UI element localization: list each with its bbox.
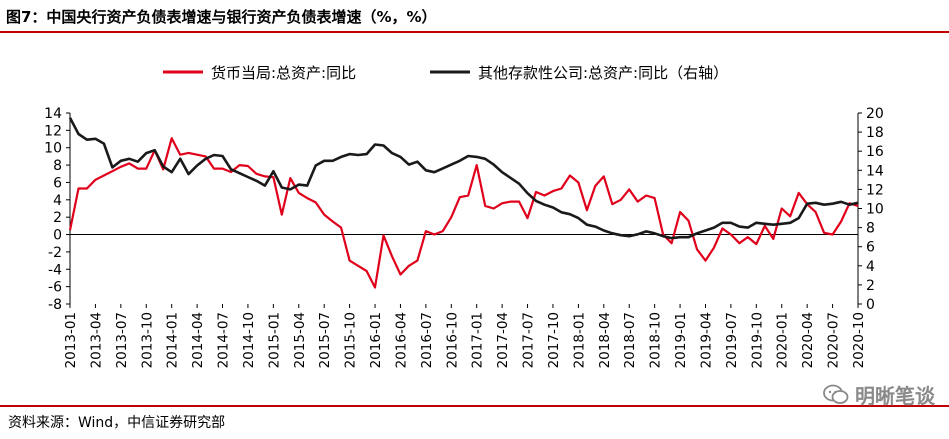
x-tick-label: 2019-07 [724,312,740,368]
right-tick-label: 20 [866,106,884,122]
left-tick-label: 12 [44,123,62,139]
left-tick-label: -2 [48,245,62,261]
title-divider [0,31,949,33]
left-tick-label: -4 [48,262,62,278]
x-tick-label: 2019-04 [698,312,714,368]
right-tick-label: 0 [866,297,875,313]
x-tick-label: 2015-10 [343,312,359,368]
x-tick-label: 2020-01 [775,312,791,368]
right-tick-label: 14 [866,163,884,179]
x-tick-label: 2020-07 [826,312,842,368]
watermark-text: 明晰笔谈 [855,384,935,408]
series-line-2 [68,117,859,240]
chart-series [68,117,859,289]
x-tick-label: 2017-07 [521,312,537,368]
x-tick-label: 2014-07 [216,312,232,368]
left-tick-label: 4 [53,193,62,209]
chart-axes: -8-6-4-202468101214024681012141618202013… [44,106,884,368]
right-tick-label: 2 [866,278,875,294]
x-tick-label: 2017-04 [495,312,511,368]
right-tick-label: 10 [866,202,884,218]
legend-label-1: 货币当局:总资产:同比 [211,64,356,82]
x-tick-label: 2013-01 [63,312,79,368]
right-tick-label: 4 [866,259,875,275]
left-tick-label: 0 [53,228,62,244]
x-tick-label: 2014-10 [241,312,257,368]
x-tick-label: 2013-04 [88,312,104,368]
left-tick-label: 6 [53,175,62,191]
x-tick-label: 2013-10 [139,312,155,368]
x-tick-label: 2016-04 [393,312,409,368]
right-tick-label: 6 [866,240,875,256]
left-tick-label: 2 [53,210,62,226]
x-tick-label: 2020-10 [851,312,867,368]
x-tick-label: 2018-01 [571,312,587,368]
line-chart: 货币当局:总资产:同比 其他存款性公司:总资产:同比（右轴） -8-6-4-202… [44,64,884,368]
x-tick-label: 2018-04 [597,312,613,368]
wechat-icon [823,384,849,404]
x-tick-label: 2016-10 [444,312,460,368]
x-tick-label: 2020-04 [800,312,816,368]
x-tick-label: 2019-01 [673,312,689,368]
left-tick-label: -8 [48,297,62,313]
x-tick-label: 2015-01 [266,312,282,368]
x-tick-label: 2014-01 [165,312,181,368]
x-tick-label: 2014-04 [190,312,206,368]
right-tick-label: 16 [866,144,884,160]
x-tick-label: 2018-07 [622,312,638,368]
source-divider [0,405,949,407]
right-tick-label: 12 [866,182,884,198]
left-tick-label: -6 [48,280,62,296]
chart-legend: 货币当局:总资产:同比 其他存款性公司:总资产:同比（右轴） [163,64,728,82]
x-tick-label: 2017-01 [470,312,486,368]
chart-title: 图7：中国央行资产负债表增速与银行资产负债表增速（%，%） [6,8,437,26]
left-tick-label: 8 [53,158,62,174]
x-tick-label: 2019-10 [749,312,765,368]
x-tick-label: 2016-07 [419,312,435,368]
x-tick-label: 2017-10 [546,312,562,368]
source-note: 资料来源：Wind，中信证券研究部 [8,415,226,431]
right-tick-label: 18 [866,125,884,141]
x-tick-label: 2018-10 [648,312,664,368]
x-tick-label: 2013-07 [114,312,130,368]
right-tick-label: 8 [866,221,875,237]
legend-label-2: 其他存款性公司:总资产:同比（右轴） [478,64,728,82]
watermark: 明晰笔谈 [823,380,935,409]
left-tick-label: 14 [44,106,62,122]
x-tick-label: 2016-01 [368,312,384,368]
left-tick-label: 10 [44,141,62,157]
x-tick-label: 2015-04 [292,312,308,368]
x-tick-label: 2015-07 [317,312,333,368]
series-line-1 [68,137,859,289]
